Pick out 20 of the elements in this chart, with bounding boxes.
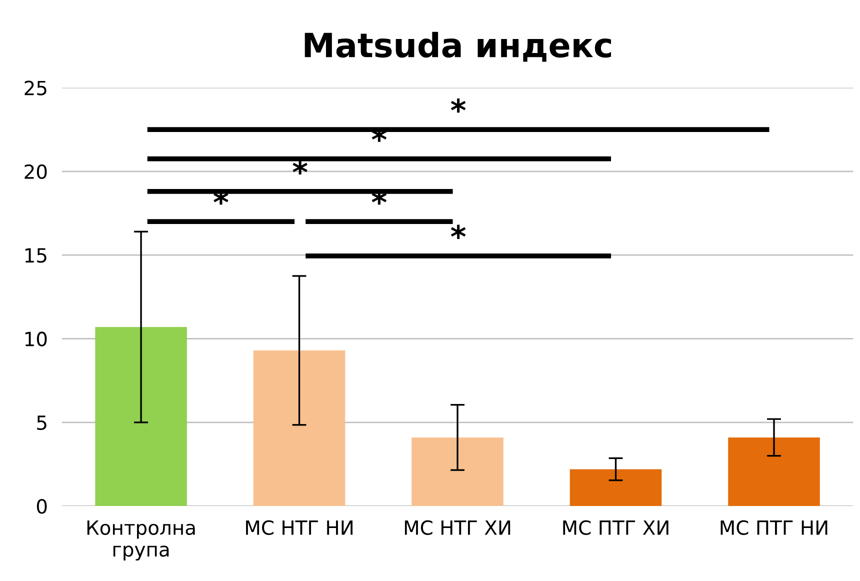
y-tick-label: 0 [36,499,47,514]
x-tick-label: Контролна група [87,520,195,561]
y-tick-label: 25 [24,80,46,96]
annotation: * [292,160,308,175]
bar [253,350,346,506]
annotation: * [450,224,466,239]
bar [95,327,187,506]
bar [412,437,504,506]
y-tick-label: 10 [25,332,47,346]
x-tick-label: МС ПТГ НИ [720,520,828,535]
annotation: * [450,98,466,113]
y-tick-label: 20 [24,164,47,180]
chart-title: Matsuda индекс [304,32,612,62]
x-tick-label: МС НТГ ХИ [404,520,510,535]
bar [570,469,662,506]
y-tick-label: 15 [25,248,46,263]
y-tick-label: 5 [37,416,46,430]
bar [728,437,820,506]
x-tick-label: МС НТГ НИ [246,520,352,535]
x-tick-label: МС ПТГ ХИ [563,520,668,535]
